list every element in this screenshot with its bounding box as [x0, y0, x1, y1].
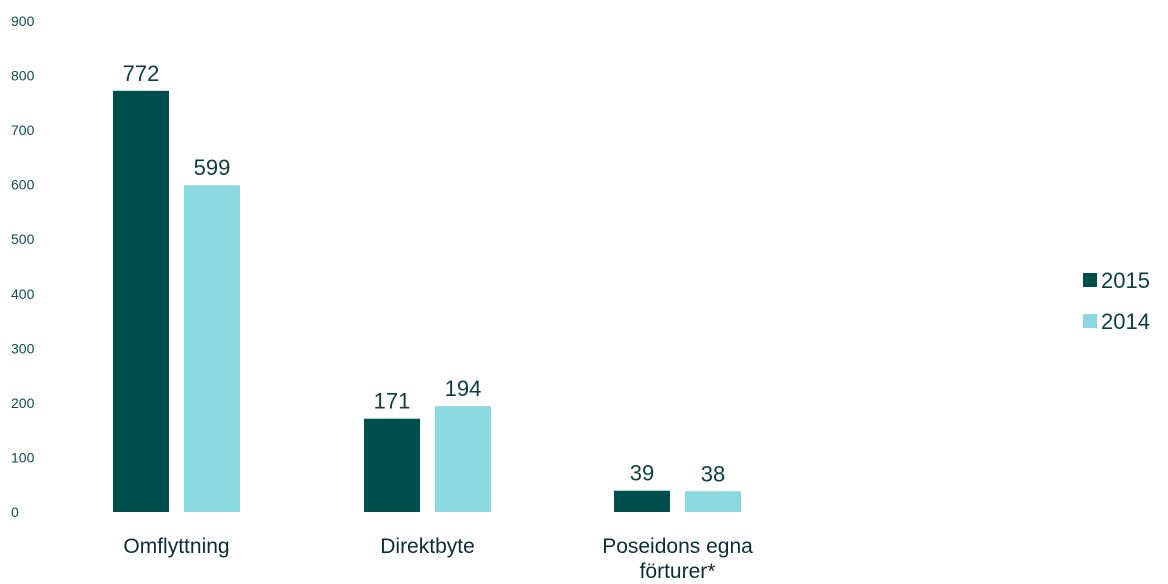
data-label: 38 [701, 461, 725, 486]
bar-2015-0 [113, 90, 169, 512]
legend-swatch [1083, 314, 1097, 328]
y-tick-label: 800 [11, 68, 35, 84]
x-axis: Omflyttning Direktbyte Poseidons egna förtu… [123, 535, 753, 583]
bar-2014-2 [685, 491, 741, 512]
data-label: 39 [630, 461, 654, 486]
bars [113, 90, 741, 512]
category-label: Poseidons egna förturer* [602, 535, 753, 583]
legend-label: 2014 [1101, 309, 1150, 334]
legend-label: 2015 [1101, 268, 1150, 293]
data-label: 599 [194, 155, 231, 180]
y-tick-label: 100 [11, 449, 35, 465]
category-label: Omflyttning [123, 535, 229, 558]
y-tick-label: 700 [11, 122, 35, 138]
category-label: Direktbyte [380, 535, 475, 558]
data-label: 171 [374, 389, 411, 414]
legend: 2015 2014 [1083, 268, 1150, 334]
legend-swatch [1083, 273, 1097, 287]
y-tick-label: 0 [11, 504, 19, 520]
y-tick-label: 600 [11, 177, 35, 193]
bar-2014-0 [184, 185, 240, 512]
data-label: 194 [445, 376, 482, 401]
y-tick-label: 400 [11, 286, 35, 302]
data-label: 772 [123, 61, 160, 86]
bar-2015-1 [364, 418, 420, 512]
y-tick-label: 900 [11, 13, 35, 29]
data-labels: 772 599 171 194 39 38 [123, 61, 726, 486]
y-tick-label: 300 [11, 340, 35, 356]
bar-2015-2 [614, 490, 670, 512]
y-axis: 0 100 200 300 400 500 600 700 800 900 [11, 13, 35, 520]
y-tick-label: 200 [11, 395, 35, 411]
y-tick-label: 500 [11, 231, 35, 247]
bar-2014-1 [435, 406, 491, 512]
